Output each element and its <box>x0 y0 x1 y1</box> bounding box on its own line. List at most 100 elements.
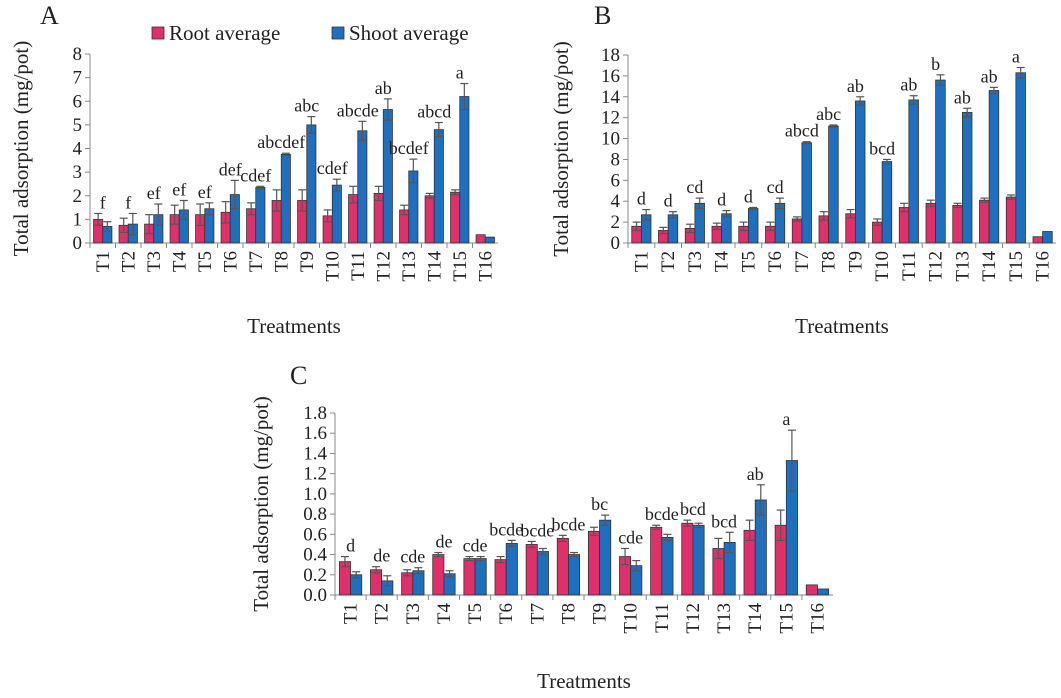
bar <box>791 218 803 244</box>
y-axis-label: Total adsorption (mg/pot) <box>249 396 273 612</box>
bar <box>474 558 487 596</box>
x-tick-label: T5 <box>465 603 486 624</box>
y-tick-label: 0.6 <box>303 524 327 545</box>
bar <box>935 79 946 244</box>
legend-label: Shoot average <box>349 21 469 45</box>
error-bar <box>374 185 383 202</box>
y-tick-label: 12 <box>601 108 620 129</box>
error-bar <box>989 86 998 95</box>
x-tick-label: T13 <box>399 251 420 282</box>
bar <box>694 202 705 244</box>
error-bar <box>819 211 828 221</box>
significance-letter: abcde <box>337 100 379 120</box>
error-bar <box>900 202 909 213</box>
x-tick-label: T11 <box>652 603 673 633</box>
x-tick-label: T6 <box>496 603 517 624</box>
bar <box>952 204 963 244</box>
significance-letter: abcdef <box>257 132 305 152</box>
y-tick-label: 18 <box>601 45 620 66</box>
error-bar <box>205 202 214 216</box>
error-bar <box>256 185 265 190</box>
bar <box>979 199 990 244</box>
error-bar <box>621 547 630 566</box>
bar <box>568 554 581 596</box>
x-tick-label: T15 <box>776 603 797 634</box>
bar <box>854 100 866 244</box>
y-tick-label: 6 <box>611 170 621 191</box>
significance-letter: ef <box>172 179 186 199</box>
error-bar <box>802 141 811 145</box>
significance-letter: abcd <box>417 102 451 122</box>
x-axis-label: Treatments <box>795 314 889 338</box>
bar <box>382 109 393 244</box>
panel-label: A <box>40 1 59 30</box>
x-tick-label: T9 <box>297 251 318 272</box>
y-tick-label: 1.0 <box>303 484 327 505</box>
significance-letter: cde <box>618 527 643 547</box>
x-tick-label: T1 <box>341 603 362 624</box>
bar <box>459 96 470 244</box>
x-tick-label: T7 <box>527 603 548 624</box>
significance-letter: de <box>373 546 390 566</box>
error-bar <box>787 429 796 492</box>
significance-letter: cd <box>686 177 703 197</box>
bar <box>1015 72 1026 244</box>
x-tick-label: T13 <box>714 603 735 634</box>
error-bar <box>745 519 754 542</box>
significance-letter: bcde <box>551 514 585 534</box>
error-bar <box>632 560 641 572</box>
significance-letter: def <box>219 159 242 179</box>
error-bar <box>712 222 721 231</box>
bar <box>484 236 495 244</box>
error-bar <box>793 216 802 222</box>
bar <box>280 154 291 244</box>
y-tick-label: 1 <box>73 209 83 230</box>
error-bar <box>323 209 332 223</box>
x-tick-label: T13 <box>952 251 973 282</box>
error-bar <box>352 571 361 579</box>
error-bar <box>926 199 935 208</box>
x-tick-label: T5 <box>738 251 759 272</box>
error-bar <box>179 199 188 220</box>
significance-letter: abcd <box>785 121 819 141</box>
error-bar <box>383 98 392 121</box>
y-tick-label: 0 <box>73 233 83 254</box>
error-bar <box>766 221 775 232</box>
significance-letter: bcd <box>869 138 895 158</box>
x-tick-label: T12 <box>683 603 704 634</box>
x-tick-label: T8 <box>819 251 840 272</box>
bar <box>988 90 1000 244</box>
bar <box>925 202 937 244</box>
x-tick-label: T2 <box>118 251 139 272</box>
x-tick-label: T1 <box>93 251 114 272</box>
x-tick-label: T6 <box>765 251 786 272</box>
significance-letter: f <box>100 192 106 212</box>
error-bar <box>589 526 598 536</box>
significance-letter: ab <box>847 76 864 96</box>
bar <box>536 551 549 596</box>
y-tick-label: 10 <box>601 129 620 150</box>
error-bar <box>1007 194 1016 200</box>
x-tick-label: T16 <box>1033 251 1054 282</box>
bar <box>961 112 973 244</box>
error-bar <box>642 208 651 221</box>
x-tick-label: T4 <box>169 251 190 273</box>
error-bar <box>663 533 672 542</box>
error-bar <box>445 570 454 578</box>
error-bar <box>281 152 290 157</box>
bar <box>908 99 919 244</box>
significance-letter: cde <box>463 536 488 556</box>
y-tick-label: 0.8 <box>303 504 327 525</box>
bar <box>424 195 435 244</box>
significance-letter: d <box>637 189 646 209</box>
significance-letter: d <box>664 191 673 211</box>
error-bar <box>694 522 703 528</box>
x-tick-label: T10 <box>621 603 642 634</box>
x-tick-label: T14 <box>979 251 1000 282</box>
bar <box>525 544 538 596</box>
error-bar <box>358 120 367 141</box>
error-bar <box>403 569 412 577</box>
error-bar <box>632 221 641 232</box>
y-tick-label: 16 <box>601 66 620 87</box>
